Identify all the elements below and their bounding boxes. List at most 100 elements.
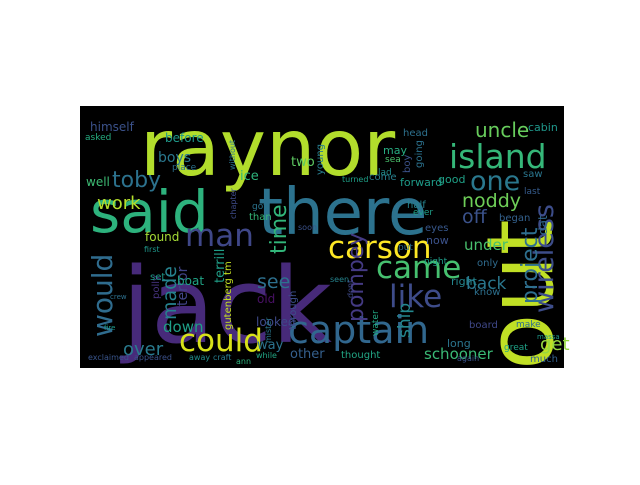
word-carson: carson [328, 230, 432, 266]
word-going: going [414, 140, 425, 168]
word-one: one [470, 166, 520, 197]
word-cloud-background [80, 106, 564, 368]
word-like: like [389, 279, 442, 315]
word-came: came [376, 250, 461, 286]
word-back: back [466, 274, 507, 294]
word-than: than [249, 212, 272, 223]
word-noddy: noddy [462, 190, 521, 212]
word-come: come [369, 172, 397, 183]
word-see: see [257, 271, 290, 293]
word-chapter: chapter [229, 187, 238, 219]
word-would: would [86, 254, 119, 337]
word-old: old [257, 292, 275, 306]
word-boys: boys [158, 150, 191, 166]
word-raynor: raynor [140, 104, 396, 194]
word-eyes: eyes [425, 223, 448, 234]
word-pompey: pompey [344, 233, 369, 322]
word-seen: seen [330, 275, 349, 284]
word-saw: saw [523, 169, 543, 180]
word-water: water [371, 310, 381, 336]
word-dat: dat [536, 215, 550, 235]
word-without: without [228, 140, 237, 170]
word-crew: crew [110, 293, 127, 301]
word-gutenberg-tm: gutenberg tm [223, 261, 234, 330]
word-out: out [467, 219, 574, 370]
word-turned: turned [342, 175, 368, 184]
word-make: make [516, 320, 541, 330]
word-there: there [258, 176, 427, 250]
word-before: before [165, 131, 204, 145]
word-place: place [172, 163, 197, 173]
word-uncle: uncle [475, 118, 529, 142]
word-two: two [291, 155, 315, 170]
word-set: set [150, 272, 165, 283]
word-himself: himself [90, 120, 135, 134]
word-thought: thought [341, 350, 380, 361]
word-soon: soon [298, 223, 317, 232]
word-last: last [524, 187, 541, 197]
word-over: over [123, 339, 164, 360]
word-ship: ship [395, 303, 415, 338]
word-massa: massa [537, 333, 560, 341]
word-boy: boy [402, 155, 413, 173]
word-under: under [464, 236, 509, 254]
word-cloud-words: raynor jack out said there island captain could… [85, 104, 574, 370]
word-down: down [163, 318, 203, 336]
word-made: made [159, 266, 181, 320]
word-fire: fire [104, 324, 115, 332]
word-right: right [451, 275, 478, 288]
word-said: said [90, 178, 209, 246]
word-found: found [145, 230, 179, 244]
word-off: off [462, 206, 488, 228]
word-asked: asked [85, 133, 111, 143]
word-toby: toby [112, 168, 161, 193]
word-other: other [290, 347, 325, 362]
word-mister: mister [264, 317, 273, 343]
word-began: began [499, 213, 530, 224]
word-half: half [407, 200, 426, 211]
word-got: got [252, 202, 267, 212]
word-terrill: terrill [213, 249, 228, 283]
word-ice: ice [240, 169, 259, 184]
word-sea: sea [385, 155, 401, 165]
word-long: long [447, 337, 471, 350]
word-night: night [424, 257, 448, 267]
word-put: put [398, 243, 413, 253]
word-ever: ever [413, 208, 433, 218]
word-much: much [530, 354, 558, 365]
word-now: now [426, 234, 449, 247]
word-through: through [288, 291, 299, 330]
word-work: work [97, 193, 141, 214]
word-only: only [477, 258, 498, 269]
word-lad: lad [378, 168, 392, 178]
word-board: board [469, 320, 498, 331]
word-jack: jack [120, 245, 332, 367]
word-head: head [403, 128, 428, 139]
word-schooner: schooner [424, 345, 494, 363]
word-away: away [189, 353, 210, 362]
word-could: could [179, 323, 263, 359]
word-know: know [474, 287, 500, 298]
word-forward: forward [400, 176, 442, 189]
word-boat: boat [177, 274, 204, 288]
word-young: young [315, 144, 326, 175]
word-again: again [457, 354, 479, 363]
word-craft: craft [213, 353, 231, 362]
word-while: while [256, 351, 277, 360]
word-ann: ann [236, 357, 251, 366]
word-wireless: wireless [529, 204, 560, 313]
word-good: good [438, 173, 465, 186]
word-project: project [518, 227, 543, 304]
word-first: first [144, 245, 160, 254]
word-man: man [185, 218, 254, 254]
word-dont: dont [346, 280, 355, 298]
word-island: island [449, 137, 547, 176]
word-get: get [540, 334, 570, 355]
word-time: time [267, 204, 292, 254]
word-looked: looked [256, 315, 296, 329]
word-may: may [383, 144, 407, 157]
word-great: great [504, 343, 528, 353]
word-well: well [86, 175, 110, 189]
